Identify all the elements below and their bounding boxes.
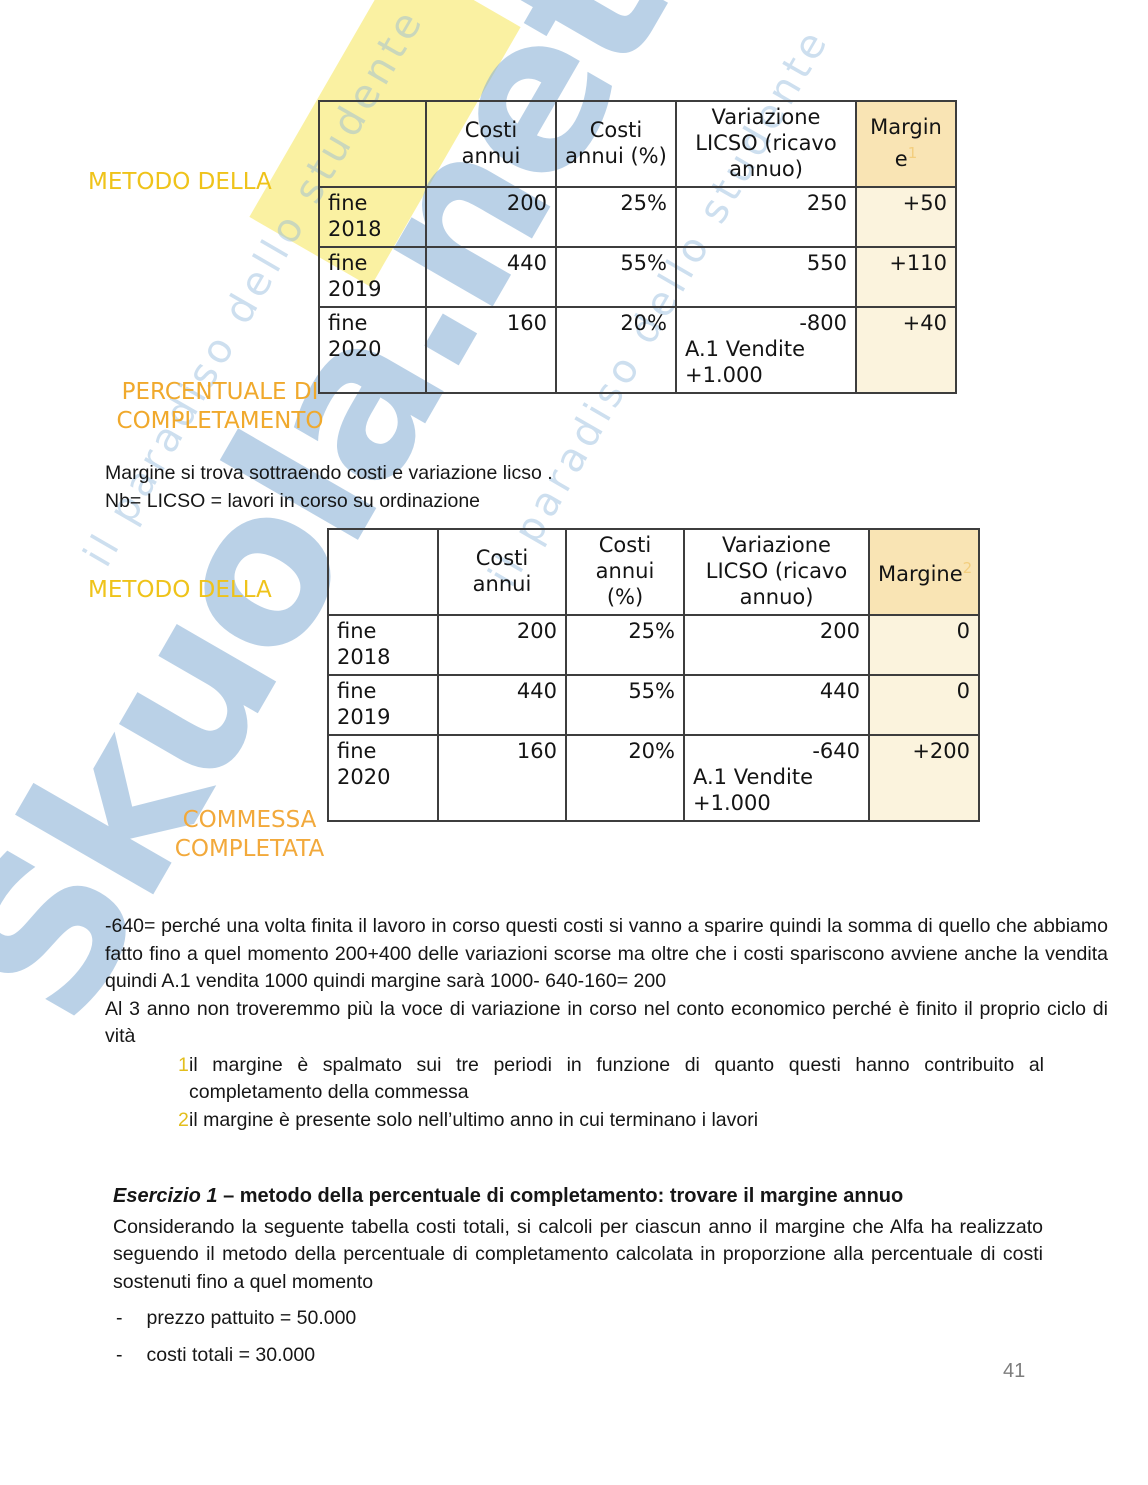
col-header-costi-annui: Costi annui bbox=[425, 100, 557, 188]
variazione-cell: 200 bbox=[683, 614, 870, 676]
costi-annui-pct-cell: 20% bbox=[565, 734, 685, 822]
intro-note: Margine si trova sottraendo costi e vari… bbox=[105, 459, 553, 515]
footnote-number: 2 bbox=[178, 1108, 189, 1131]
commessa-completata-table: Costi annui Costi annui (%) Variazione L… bbox=[327, 528, 980, 822]
margine-footnote-ref: 1 bbox=[907, 144, 918, 162]
explanation-paragraph-2: Al 3 anno non troveremmo più la voce di … bbox=[105, 997, 1108, 1048]
page-number: 41 bbox=[1003, 1360, 1026, 1382]
margine-cell: +50 bbox=[855, 186, 957, 248]
bullet-item: - costi totali = 30.000 bbox=[113, 1342, 1043, 1370]
costi-annui-pct-cell: 25% bbox=[555, 186, 677, 248]
variazione-cell: 550 bbox=[675, 246, 857, 308]
esercizio-title: Esercizio 1 – metodo della percentuale d… bbox=[113, 1183, 1043, 1211]
row-label-cell: fine 2019 bbox=[327, 674, 439, 736]
variazione-extra-line: A.1 Vendite bbox=[693, 765, 813, 789]
col-header-costi-annui-pct: Costi annui (%) bbox=[555, 100, 677, 188]
footnote-item: 2 il margine è presente solo nell’ultimo… bbox=[178, 1107, 1108, 1135]
variazione-cell: -640 A.1 Vendite +1.000 bbox=[683, 734, 870, 822]
esercizio-block: Esercizio 1 – metodo della percentuale d… bbox=[113, 1183, 1043, 1369]
footnote-number: 1 bbox=[178, 1053, 189, 1076]
row-label-cell: fine 2018 bbox=[318, 186, 427, 248]
bullet-item: - prezzo pattuito = 50.000 bbox=[113, 1305, 1043, 1333]
footnote-text: il margine è presente solo nell’ultimo a… bbox=[189, 1108, 759, 1131]
variazione-extra-line: +1.000 bbox=[685, 363, 763, 387]
variazione-cell: -800 A.1 Vendite +1.000 bbox=[675, 306, 857, 394]
costi-annui-pct-cell: 55% bbox=[555, 246, 677, 308]
margine-footnote-ref: 2 bbox=[962, 559, 973, 577]
costi-annui-cell: 440 bbox=[437, 674, 567, 736]
row-label-cell: fine 2020 bbox=[318, 306, 427, 394]
costi-annui-cell: 160 bbox=[425, 306, 557, 394]
esercizio-title-rest: – metodo della percentuale di completame… bbox=[223, 1185, 904, 1207]
variazione-cell: 440 bbox=[683, 674, 870, 736]
margine-header-label: Margine bbox=[870, 115, 942, 171]
margine-cell: +110 bbox=[855, 246, 957, 308]
bullet-text: prezzo pattuito = 50.000 bbox=[146, 1307, 357, 1329]
table-row: fine 2018 200 25% 250 +50 bbox=[318, 186, 957, 248]
costi-annui-cell: 440 bbox=[425, 246, 557, 308]
col-header-variazione-licso: Variazione LICSO (ricavo annuo) bbox=[683, 528, 870, 616]
row-label-cell: fine 2018 bbox=[327, 614, 439, 676]
row-label-cell: fine 2019 bbox=[318, 246, 427, 308]
corner-empty-cell bbox=[318, 100, 427, 188]
bullet-dash: - bbox=[116, 1307, 123, 1329]
footnote-item: 1 il margine è spalmato sui tre periodi … bbox=[178, 1052, 1108, 1107]
col-header-costi-annui: Costi annui bbox=[437, 528, 567, 616]
col-header-margine: Margine2 bbox=[868, 528, 980, 616]
bullet-dash: - bbox=[116, 1343, 123, 1366]
label-percentuale-di-completamento: PERCENTUALE DI COMPLETAMENTO bbox=[116, 379, 324, 434]
label-commessa-completata: COMMESSA COMPLETATA bbox=[174, 807, 325, 862]
variazione-value: -800 bbox=[799, 311, 847, 335]
margine-cell: 0 bbox=[868, 674, 980, 736]
table-row: fine 2020 160 20% -800 A.1 Vendite +1.00… bbox=[318, 306, 957, 394]
costi-annui-pct-cell: 25% bbox=[565, 614, 685, 676]
margine-cell: 0 bbox=[868, 614, 980, 676]
costi-annui-pct-cell: 55% bbox=[565, 674, 685, 736]
explanation-paragraph-1: -640= perché una volta finita il lavoro … bbox=[105, 915, 1108, 992]
table-row: fine 2019 440 55% 550 +110 bbox=[318, 246, 957, 308]
row-label-cell: fine 2020 bbox=[327, 734, 439, 822]
margine-header-label: Margine bbox=[878, 562, 963, 586]
label-metodo-della-1: METODO DELLA bbox=[88, 169, 272, 195]
costi-annui-cell: 200 bbox=[425, 186, 557, 248]
costi-annui-cell: 200 bbox=[437, 614, 567, 676]
margine-cell: +40 bbox=[855, 306, 957, 394]
esercizio-paragraph: Considerando la seguente tabella costi t… bbox=[113, 1215, 1043, 1293]
col-header-margine: Margine1 bbox=[855, 100, 957, 188]
costi-annui-pct-cell: 20% bbox=[555, 306, 677, 394]
col-header-variazione-licso: Variazione LICSO (ricavo annuo) bbox=[675, 100, 857, 188]
explanation-block: -640= perché una volta finita il lavoro … bbox=[105, 913, 1108, 1134]
bullet-text: costi totali = 30.000 bbox=[146, 1343, 316, 1366]
costi-annui-cell: 160 bbox=[437, 734, 567, 822]
variazione-value: -640 bbox=[812, 739, 860, 763]
esercizio-title-emphasis: Esercizio 1 bbox=[113, 1185, 218, 1207]
label-metodo-della-2: METODO DELLA bbox=[88, 577, 272, 603]
margine-cell: +200 bbox=[868, 734, 980, 822]
table-row: fine 2018 200 25% 200 0 bbox=[327, 614, 980, 676]
table-row: fine 2020 160 20% -640 A.1 Vendite +1.00… bbox=[327, 734, 980, 822]
variazione-extra-line: +1.000 bbox=[693, 791, 771, 815]
footnote-text: il margine è spalmato sui tre periodi in… bbox=[189, 1053, 1044, 1104]
corner-empty-cell bbox=[327, 528, 439, 616]
variazione-cell: 250 bbox=[675, 186, 857, 248]
footnote-list: 1 il margine è spalmato sui tre periodi … bbox=[178, 1052, 1108, 1135]
table-row: fine 2019 440 55% 440 0 bbox=[327, 674, 980, 736]
variazione-extra-line: A.1 Vendite bbox=[685, 337, 805, 361]
col-header-costi-annui-pct: Costi annui (%) bbox=[565, 528, 685, 616]
percentuale-completamento-table: Costi annui Costi annui (%) Variazione L… bbox=[318, 100, 957, 394]
intro-line-1: Margine si trova sottraendo costi e vari… bbox=[105, 462, 553, 484]
intro-line-2: Nb= LICSO = lavori in corso su ordinazio… bbox=[105, 490, 481, 512]
